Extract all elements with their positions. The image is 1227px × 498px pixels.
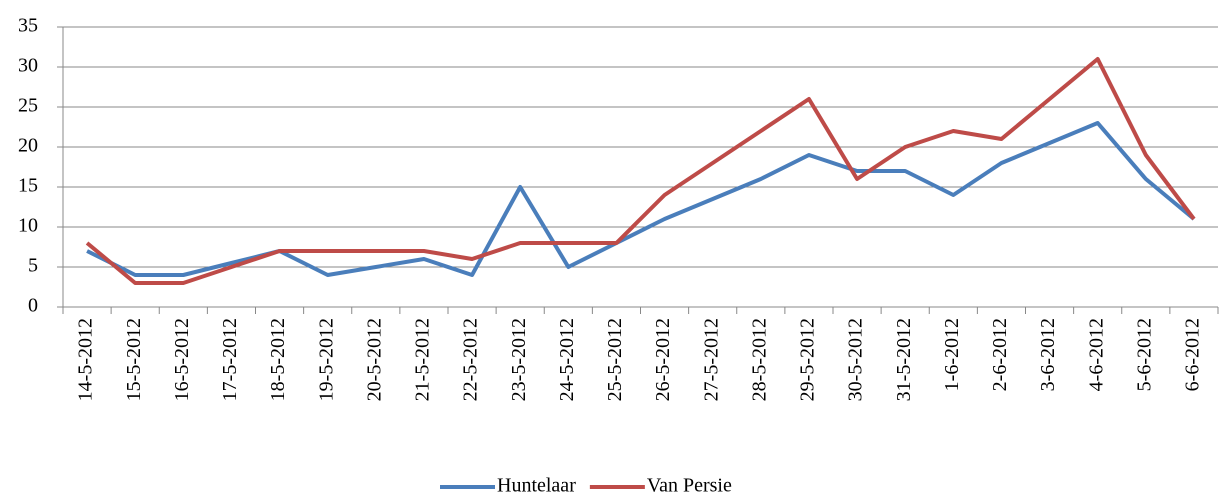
series-line — [86, 121, 1196, 277]
x-tick-label: 22-5-2012 — [460, 318, 482, 401]
series-line — [85, 57, 1196, 285]
x-tick-label: 31-5-2012 — [893, 318, 915, 401]
x-tick-label: 18-5-2012 — [267, 318, 289, 401]
x-tick-label: 15-5-2012 — [123, 318, 145, 401]
y-tick-label: 20 — [18, 135, 38, 157]
x-tick-label: 19-5-2012 — [315, 318, 337, 401]
x-tick-label: 5-6-2012 — [1133, 318, 1155, 391]
x-tick-label: 16-5-2012 — [171, 318, 193, 401]
y-tick-label: 10 — [18, 215, 38, 237]
y-tick-label: 35 — [18, 15, 38, 37]
legend-label: Van Persie — [647, 475, 732, 497]
x-tick-label: 3-6-2012 — [1037, 318, 1059, 391]
y-tick-label: 5 — [28, 255, 38, 277]
y-tick-label: 30 — [18, 55, 38, 77]
x-tick-label: 27-5-2012 — [700, 318, 722, 401]
x-tick-label: 23-5-2012 — [508, 318, 530, 401]
x-tick-label: 28-5-2012 — [748, 318, 770, 401]
x-tick-label: 4-6-2012 — [1085, 318, 1107, 391]
x-tick-label: 1-6-2012 — [941, 318, 963, 391]
marks — [85, 57, 1196, 285]
y-tick-label: 15 — [18, 175, 38, 197]
grid — [57, 26, 1219, 314]
x-tick-label: 30-5-2012 — [845, 318, 867, 401]
x-tick-label: 21-5-2012 — [412, 318, 434, 401]
x-tick-label: 26-5-2012 — [652, 318, 674, 401]
y-tick-label: 0 — [28, 295, 38, 317]
x-tick-label: 14-5-2012 — [75, 318, 97, 401]
legend-label: Huntelaar — [497, 475, 576, 497]
x-tick-label: 17-5-2012 — [219, 318, 241, 401]
x-tick-label: 2-6-2012 — [989, 318, 1011, 391]
x-tick-label: 25-5-2012 — [604, 318, 626, 401]
y-tick-label: 25 — [18, 95, 38, 117]
x-tick-label: 20-5-2012 — [363, 318, 385, 401]
x-tick-label: 6-6-2012 — [1182, 318, 1204, 391]
x-tick-label: 24-5-2012 — [556, 318, 578, 401]
x-tick-label: 29-5-2012 — [797, 318, 819, 401]
